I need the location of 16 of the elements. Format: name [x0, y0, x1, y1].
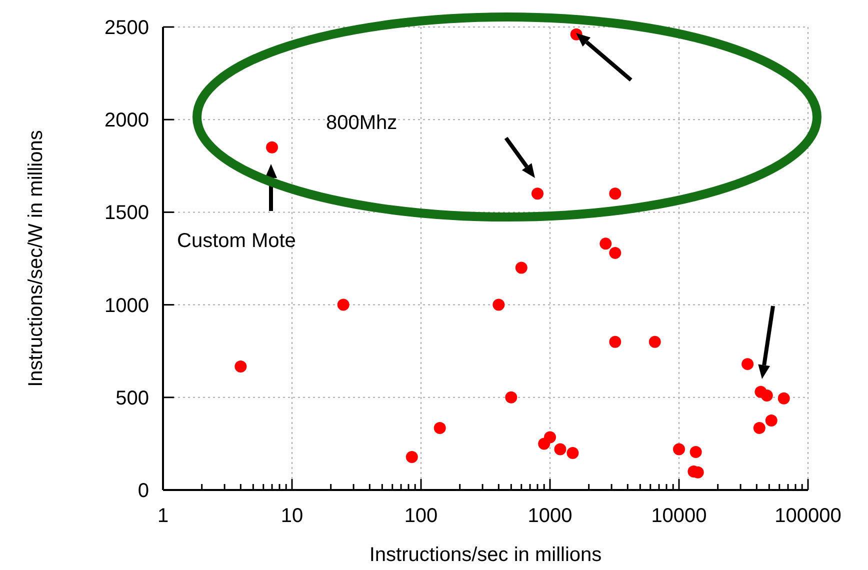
x-axis-title: Instructions/sec in millions — [369, 544, 602, 566]
y-tick-label: 1500 — [104, 202, 149, 224]
x-tick-label: 10000 — [651, 505, 707, 527]
y-tick-label: 500 — [116, 387, 149, 410]
x-tick-label: 10 — [280, 505, 304, 527]
y-tick-label: 2000 — [104, 110, 149, 132]
y-tick-label: 0 — [138, 480, 149, 502]
y-tick-label: 1000 — [104, 294, 149, 317]
x-tick-label: 100000 — [774, 505, 842, 527]
x-tick-label: 100 — [404, 505, 438, 527]
x-tick-label: 1 — [157, 505, 169, 527]
y-tick-label: 2500 — [104, 17, 149, 39]
x-tick-label: 1000 — [528, 505, 572, 527]
annotation: 800Mhz — [326, 112, 398, 134]
y-axis-title: Instructions/sec/W in millions — [25, 130, 47, 387]
annotation: Custom Mote — [177, 230, 296, 252]
